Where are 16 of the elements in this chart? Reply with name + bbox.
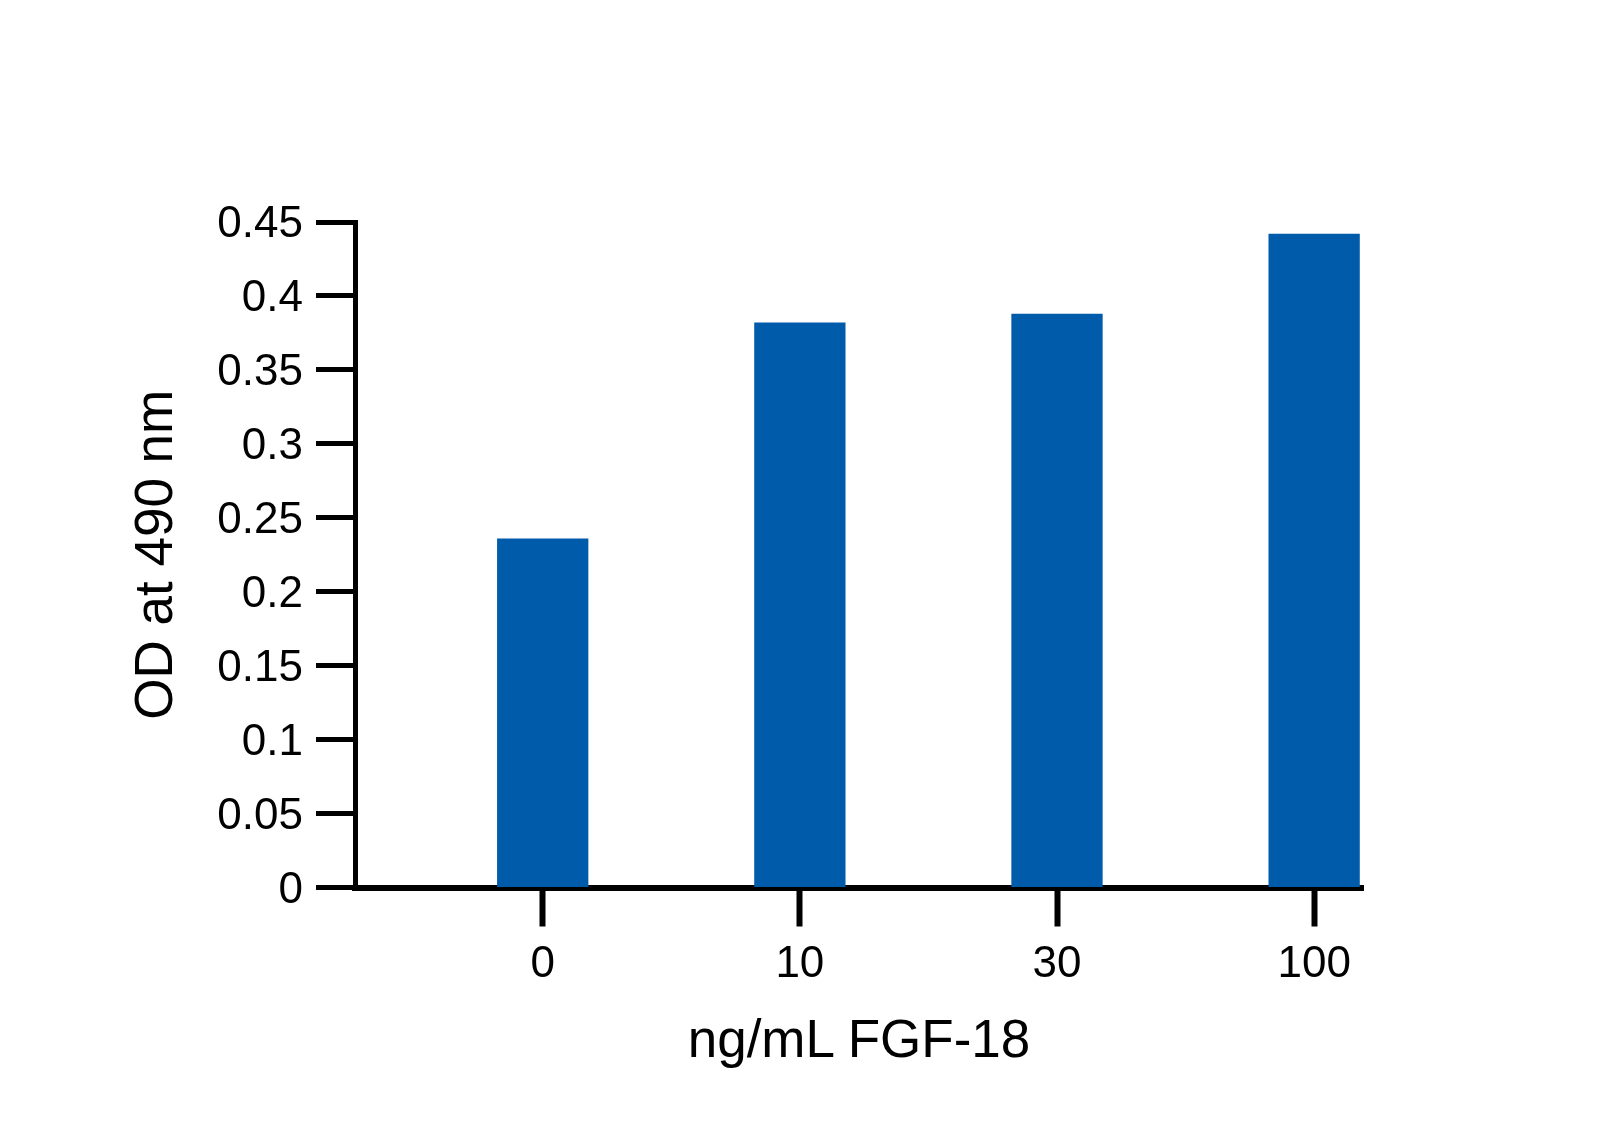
y-tick-label: 0 xyxy=(278,862,303,912)
x-tick-label: 30 xyxy=(1032,937,1082,987)
x-tick-label: 0 xyxy=(530,937,555,987)
x-tick-label: 10 xyxy=(775,937,825,987)
y-tick-label: 0.3 xyxy=(241,418,303,468)
x-tick-label: 100 xyxy=(1277,937,1351,987)
y-axis-title: OD at 490 nm xyxy=(124,389,184,720)
y-tick-label: 0.2 xyxy=(241,566,303,616)
y-tick-label: 0.35 xyxy=(217,345,303,395)
y-tick-label: 0.4 xyxy=(241,271,303,321)
y-tick-label: 0.25 xyxy=(217,492,303,542)
y-tick-label: 0.45 xyxy=(217,197,303,247)
y-tick-label: 0.1 xyxy=(241,714,303,764)
y-tick-label: 0.05 xyxy=(217,788,303,838)
y-tick-label: 0.15 xyxy=(217,640,303,690)
x-axis-title: ng/mL FGF-18 xyxy=(687,1008,1031,1068)
